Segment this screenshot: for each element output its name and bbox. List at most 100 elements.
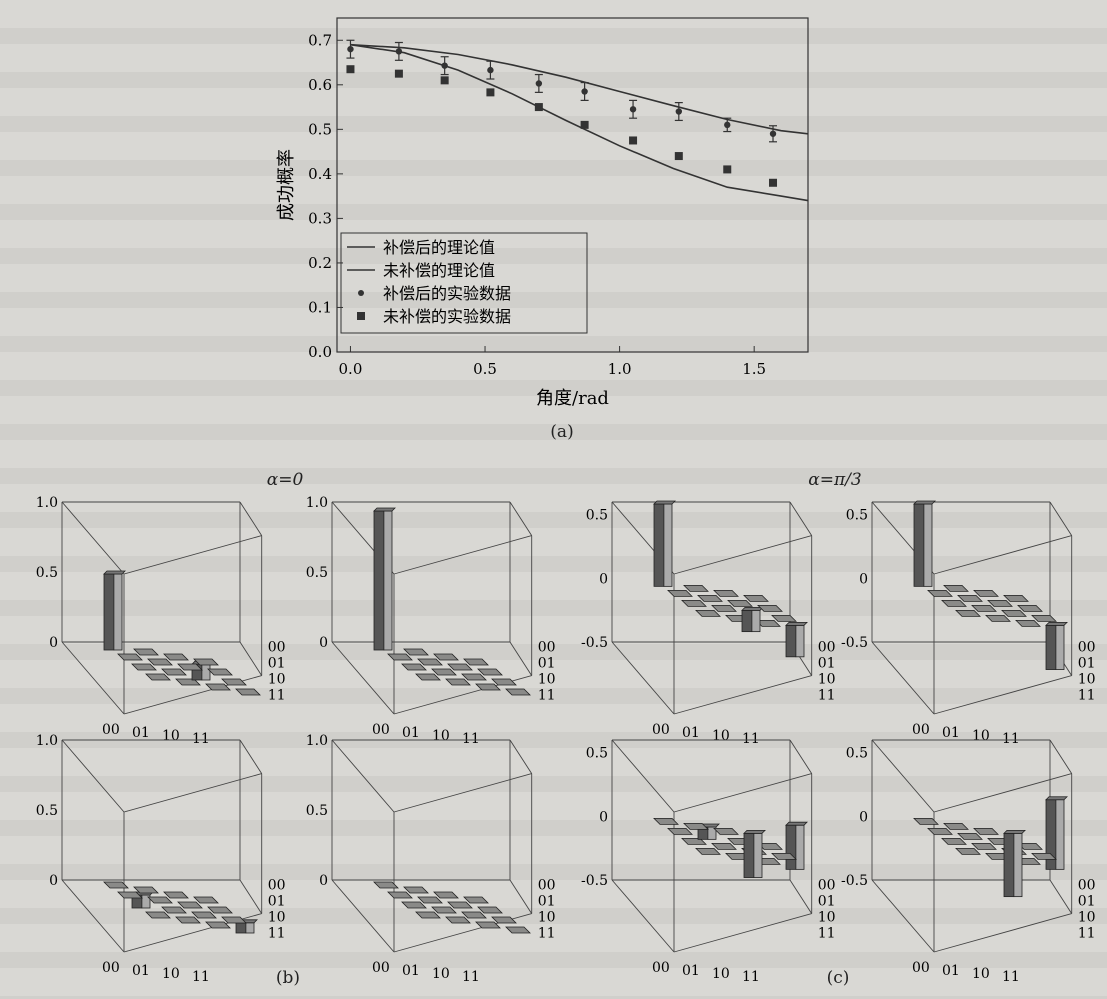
box-edge [1049,501,1073,536]
legend-square-sample [357,312,365,320]
bar-tile [681,599,707,607]
bar-tile [667,589,693,597]
annotation-alpha-pi3: α=π/3 [808,470,862,490]
bar-face-side [201,663,211,681]
z-tick-label: 0 [599,571,608,587]
y-basis-label: 00 [538,878,556,894]
bar-face-top [1045,621,1068,626]
bar-tile [971,842,997,850]
box-edge [933,535,1072,575]
y-basis-label: 11 [268,926,286,942]
bar-tile [683,584,709,592]
y-basis-label: 10 [538,672,556,688]
box-edge [673,913,812,953]
bar-face-front [373,510,385,651]
box-edge [611,739,675,813]
bar-face-side [751,609,761,633]
y-tick-label: 0.2 [308,254,332,272]
bar-tile [653,817,679,825]
bar-tile [131,663,157,671]
y-tick-label: 0.0 [308,343,332,361]
bar-tile [941,599,967,607]
y-basis-label: 11 [1078,926,1096,942]
bar-tile [403,648,429,656]
bar-tile [175,678,201,686]
bar-tile [985,614,1011,622]
bar-face-side [383,510,393,651]
box-edge [393,773,532,813]
bar-tile [695,609,721,617]
bar-tile [477,906,503,914]
bar-tile [771,852,797,860]
x-basis-label: 01 [942,963,960,979]
bar-tile [433,891,459,899]
bar-tile [145,673,171,681]
box-edge [61,501,125,575]
data-point-square [394,69,403,78]
data-point-circle [724,121,731,129]
x-basis-label: 11 [742,731,760,747]
box-edge [871,641,935,715]
line-chart-a: 0.0 0.1 0.2 0.3 0.4 0.5 0.6 0.7 0.0 0.5 1.0 1.5 角度/r… [276,17,809,409]
x-basis-label: 11 [462,969,480,985]
caption-a: (a) [550,422,574,442]
box-edge [933,913,1072,953]
data-point-circle [347,45,354,53]
z-tick-label: -0.5 [581,873,608,889]
bar-face-top [1003,829,1026,834]
x-basis-label: 11 [192,969,210,985]
y-basis-label: 00 [268,640,286,656]
data-point-square [346,65,355,74]
caption-b: (b) [275,968,301,988]
x-basis-label: 01 [132,963,150,979]
data-point-circle [581,88,588,95]
bar-face-front [743,832,755,878]
bar-tile [445,916,471,924]
x-basis-label: 01 [942,725,960,741]
legend-entry: 未补偿的理论值 [383,261,495,280]
bar-tile [193,896,219,904]
z-tick-label: -0.5 [841,635,868,651]
legend-entry: 补偿后的理论值 [383,238,495,257]
series-line-0 [350,43,809,135]
x-basis-label: 00 [372,722,390,738]
box-edge [789,739,813,774]
series-line-1 [350,43,809,202]
bar-tile [1017,604,1043,612]
box-edge [239,501,263,536]
bar-tile [387,891,413,899]
bar-face-front [653,503,665,587]
bar-tile [431,668,457,676]
box-edge [509,739,533,774]
z-tick-label: 0 [49,635,58,651]
bar-tile [403,886,429,894]
y-basis-label: 01 [818,894,836,910]
data-point-circle [441,62,448,69]
data-point-circle [535,80,543,87]
x-basis-label: 01 [402,725,420,741]
box-edge [933,675,1072,715]
z-tick-label: 0.5 [36,565,58,581]
x-basis-label: 11 [1002,969,1020,985]
bar-tile [147,658,173,666]
bar-tile [927,827,953,835]
bar-tile [207,668,233,676]
bar-tile [163,653,189,661]
bar-face-top [785,621,808,626]
box-edge [673,675,812,715]
bar-face-top [741,606,764,611]
bar3d-panels: 1.00.5000000101101011111.00.500000010110… [36,495,1096,985]
y-basis-label: 01 [268,656,286,672]
bar-face-side [795,824,805,870]
y-basis-label: 01 [268,894,286,910]
bar-tile [973,827,999,835]
bar-face-top [103,570,126,575]
data-point-square [769,178,778,187]
bar-tile [447,663,473,671]
box-edge [611,879,675,953]
bar-face-front [235,922,247,934]
